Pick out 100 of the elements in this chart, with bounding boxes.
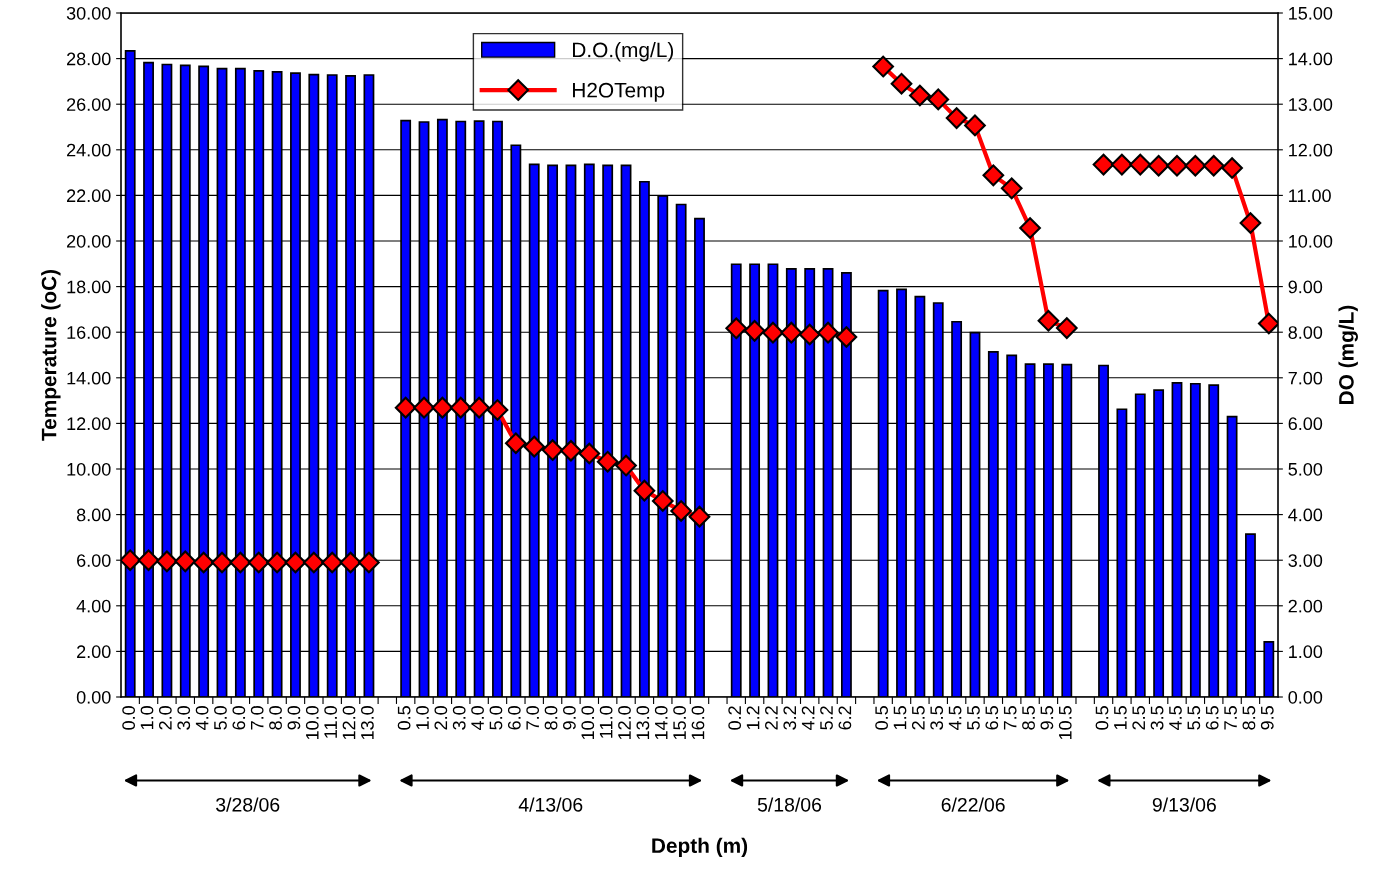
point [670,500,692,522]
x-tick-label: 8.0 [544,706,558,730]
legend-label: H2OTemp [573,82,665,102]
x-tick-label: 1.5 [893,706,907,730]
point [247,551,270,574]
x-tick-label: 3.5 [1150,706,1164,730]
point [284,551,307,574]
y-tick-label: 12.00 [67,417,111,431]
point [1166,154,1188,177]
y2-tick-label: 6.00 [1288,417,1323,431]
y2-tick-label: 12.00 [1289,143,1333,157]
x-tick-label: 0.5 [397,706,411,730]
x-tick-label: 4.0 [195,706,209,731]
point [358,551,380,574]
y-tick-label: 10.00 [67,462,111,476]
point [266,551,288,574]
x-tick-label: 0.5 [1095,706,1109,730]
point [431,396,454,419]
y-tick-label: 8.00 [76,508,111,522]
x-tick-label: 8.5 [1022,706,1035,730]
x-tick-label: 6.2 [838,706,852,730]
x-tick-label: 6.5 [985,706,999,730]
point [1019,217,1041,239]
x-tick-label: 2.5 [1132,706,1146,730]
x-tick-label: 3.0 [177,706,191,730]
x-tick-label: 4.2 [801,706,815,731]
point [137,549,160,572]
point [1257,312,1278,335]
point [1000,177,1023,200]
point [798,323,821,346]
y2-tick-label: 3.00 [1288,554,1323,567]
y2-tick-label: 2.00 [1288,599,1323,613]
x-tick-label: 8.0 [269,706,282,730]
x-tick-label: 13.0 [636,706,650,740]
point [780,321,803,344]
x-tick-label: 4.5 [948,706,962,731]
x-tick-label: 3.0 [452,706,466,730]
point [596,450,619,473]
point [449,396,472,419]
point [651,490,674,512]
point [817,321,839,344]
y2-tick-label: 15.00 [1289,6,1333,20]
point [633,479,656,502]
point [725,317,748,340]
point [945,107,968,129]
point [523,435,546,458]
x-tick-label: 12.0 [618,706,631,740]
x-tick-label: 11.0 [324,706,338,738]
point [743,319,766,342]
point [927,88,950,111]
y-tick-label: 20.00 [67,234,111,248]
x-tick-label: 6.0 [232,706,246,730]
point [560,439,582,462]
x-tick-label: 12.0 [342,706,356,740]
point [982,164,1005,187]
point [1111,153,1133,176]
point [192,551,215,574]
x-tick-label: 5.0 [214,706,227,730]
text: 6/22/06 [941,797,1005,812]
x-tick-label: 3.5 [930,706,944,730]
legend-label: D.O.(mg/L) [573,42,674,62]
y-tick-label: 2.00 [77,645,111,659]
y2-tick-label: 4.00 [1288,508,1323,522]
x-tick-label: 15.0 [673,706,686,740]
x-tick-label: 6.0 [507,706,521,730]
x-tick-label: 7.0 [250,706,264,730]
x-tick-label: 1.5 [1114,706,1127,730]
y-tick-label: 28.00 [67,52,111,66]
y-tick-label: 14.00 [67,371,111,385]
y-tick-label: 16.00 [67,326,111,339]
x-tick-label: 1.2 [746,706,760,730]
y2-tick-label: 13.00 [1289,98,1333,111]
x-tick-label: 6.5 [1205,706,1219,730]
y2-tick-label: 14.00 [1289,52,1333,66]
y-tick-label: 0.00 [76,690,111,704]
y2-axis-title: DO (mg/L) [1338,305,1358,404]
y-tick-label: 26.00 [67,98,111,111]
x-tick-label: 10.5 [1058,706,1072,740]
x-tick-label: 10.0 [305,706,319,740]
x-tick-label: 16.0 [691,706,705,740]
x-tick-label: 5.5 [1187,706,1201,730]
x-tick-label: 1.0 [416,706,429,730]
text: 3/28/06 [216,797,280,812]
point [964,114,986,137]
point [615,454,637,477]
text: 9/13/06 [1152,797,1216,812]
y2-tick-label: 5.00 [1288,462,1323,476]
text: 5/18/06 [757,797,822,812]
point [688,505,711,528]
x-tick-label: 9.0 [287,706,301,730]
point [835,326,858,348]
y2-tick-label: 7.00 [1288,371,1323,385]
point [211,551,233,574]
x-tick-label: 9.5 [1040,706,1054,730]
point [1147,154,1170,177]
x-tick-label: 13.0 [360,706,374,740]
x-tick-label: 0.2 [728,706,742,730]
point [321,551,344,574]
point [1239,212,1262,234]
y2-tick-label: 8.00 [1288,326,1323,339]
